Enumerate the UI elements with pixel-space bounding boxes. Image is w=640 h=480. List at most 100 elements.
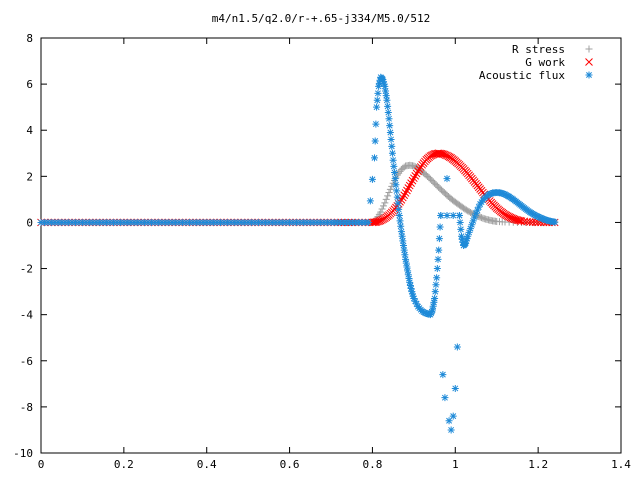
data-point: [378, 205, 386, 213]
data-point: [486, 190, 494, 198]
data-point: [401, 189, 410, 197]
data-point: [406, 281, 414, 289]
data-point: [394, 199, 402, 207]
data-point: [393, 187, 401, 195]
data-point: [405, 181, 414, 190]
data-point: [462, 239, 470, 247]
data-point: [400, 242, 407, 249]
data-point: [379, 78, 387, 86]
data-point: [385, 188, 393, 196]
x-tick-label: 1.4: [611, 458, 631, 471]
data-point: [466, 225, 474, 233]
data-point: [455, 212, 463, 220]
data-point: [427, 309, 435, 317]
y-tick-label: -4: [20, 309, 34, 322]
data-point: [400, 191, 409, 200]
data-point: [407, 179, 415, 187]
data-point: [415, 165, 424, 173]
legend-label: Acoustic flux: [479, 69, 565, 82]
data-point: [432, 281, 440, 289]
data-point: [395, 205, 403, 213]
data-point: [400, 246, 408, 254]
data-point: [408, 176, 417, 185]
data-point: [465, 228, 473, 236]
data-point: [433, 274, 441, 282]
data-point: [426, 311, 434, 319]
y-tick-label: -6: [20, 355, 33, 368]
data-point: [386, 185, 394, 193]
data-point: [475, 203, 483, 211]
data-point: [386, 129, 394, 137]
legend-marker: [585, 71, 593, 79]
data-point: [371, 137, 379, 145]
data-point: [440, 150, 449, 159]
x-tick-label: 0.8: [362, 458, 382, 471]
data-point: [375, 79, 383, 87]
data-point: [382, 92, 390, 100]
data-point: [458, 232, 465, 240]
y-tick-label: 6: [26, 78, 33, 91]
data-point: [373, 96, 381, 104]
data-point: [401, 251, 409, 259]
plot-frame: [40, 37, 622, 454]
data-point: [398, 193, 407, 202]
data-point: [408, 288, 416, 296]
data-point: [385, 115, 393, 123]
data-point: [434, 255, 442, 263]
x-tick-label: 0.4: [197, 458, 217, 471]
data-point: [508, 214, 516, 222]
data-point: [414, 167, 422, 176]
data-point: [411, 297, 419, 305]
data-point: [435, 246, 443, 254]
data-point: [536, 213, 544, 221]
data-point: [397, 222, 405, 230]
data-point: [410, 295, 418, 303]
data-point: [391, 168, 399, 176]
data-point: [382, 195, 390, 203]
legend-marker: [585, 58, 593, 66]
data-point: [456, 218, 464, 226]
data-point: [429, 302, 437, 310]
legend-label: G work: [525, 56, 565, 69]
data-point: [431, 295, 439, 303]
data-point: [389, 156, 397, 164]
data-point: [381, 82, 389, 90]
x-tick-label: 1: [452, 458, 459, 471]
data-point: [405, 275, 413, 283]
data-point: [538, 215, 546, 223]
data-point: [443, 212, 451, 220]
data-point: [396, 217, 404, 225]
data-point: [428, 308, 436, 316]
data-point: [462, 237, 470, 245]
data-point: [392, 181, 400, 189]
data-point: [364, 218, 372, 226]
series-acoustic-flux: [37, 73, 559, 434]
data-point: [383, 96, 391, 104]
data-point: [439, 371, 447, 379]
data-point: [458, 235, 466, 243]
data-point: [373, 103, 381, 111]
x-tick-label: 1.2: [528, 458, 548, 471]
data-point: [406, 278, 414, 286]
data-point: [407, 285, 415, 293]
data-point: [433, 265, 441, 273]
data-point: [375, 82, 383, 90]
x-tick-label: 0: [38, 458, 45, 471]
data-point: [379, 76, 387, 83]
data-point: [464, 232, 472, 240]
legend-marker: [585, 45, 593, 53]
data-point: [379, 202, 387, 210]
data-point: [430, 298, 438, 306]
data-point: [537, 214, 545, 222]
data-point: [416, 163, 425, 171]
axes: 0 0.2 0.4 0.6 0.8 1 1.2 1.4 -10 -8 -6 -4 -2 0 2 4 6 8: [13, 32, 631, 471]
data-point: [384, 102, 392, 110]
y-tick-label: 0: [26, 216, 33, 229]
data-point: [395, 212, 403, 220]
data-point: [413, 300, 421, 308]
data-point: [403, 186, 411, 195]
legend-label: R stress: [512, 43, 565, 56]
x-tick-label: 0.2: [114, 458, 134, 471]
data-point: [449, 412, 457, 420]
